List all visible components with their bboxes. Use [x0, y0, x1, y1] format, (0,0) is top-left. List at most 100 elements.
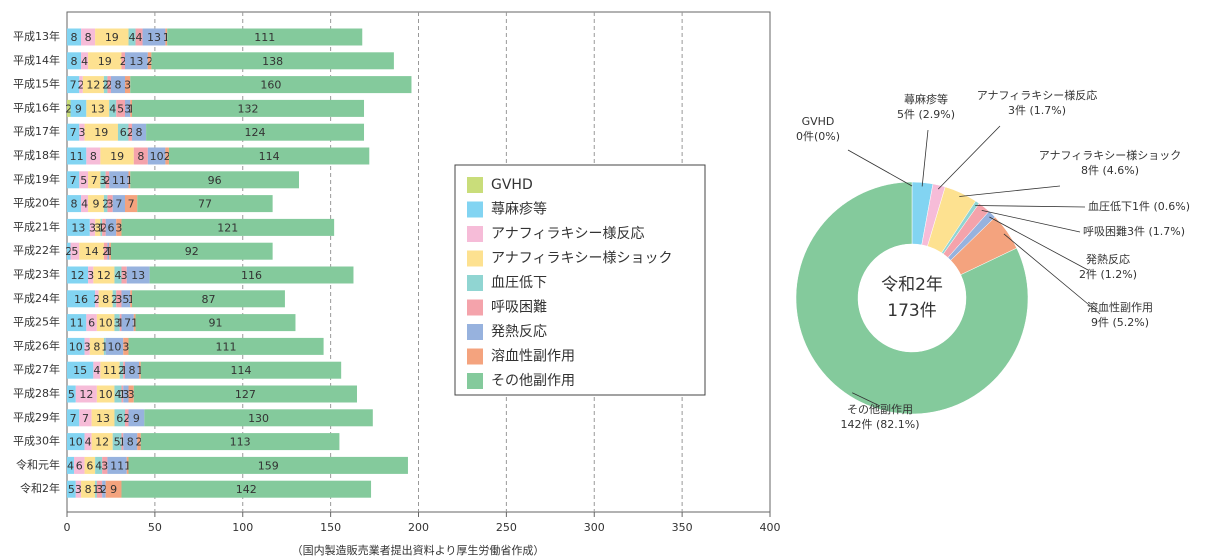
y-tick-label: 平成25年: [13, 315, 60, 329]
bar-segment: [121, 314, 134, 332]
bar-value-label: 1: [105, 245, 112, 258]
bar-value-label: 77: [198, 198, 212, 211]
y-tick-label: 平成15年: [13, 77, 60, 91]
legend-swatch: [467, 177, 483, 193]
y-tick-label: 令和2年: [20, 481, 60, 495]
bar-value-label: 8: [90, 150, 97, 163]
bar-segment: [103, 337, 106, 355]
bar-segment: [81, 480, 96, 498]
bar-segment: [133, 147, 148, 165]
x-tick-label: 100: [232, 521, 253, 534]
x-tick-label: 200: [408, 521, 429, 534]
bar-segment: [102, 218, 106, 236]
bar-value-label: 12: [79, 388, 93, 401]
bar-value-label: 2: [120, 55, 127, 68]
bar-segment: [114, 266, 122, 284]
bar-value-label: 11: [103, 364, 117, 377]
legend-swatch: [467, 226, 483, 242]
bar-segment: [128, 385, 134, 403]
bar-segment: [147, 147, 166, 165]
y-tick-label: 平成24年: [13, 291, 60, 305]
y-tick-label: 平成19年: [13, 172, 60, 186]
bar-value-label: 13: [147, 31, 161, 44]
bar-segment: [84, 456, 96, 474]
bar-value-label: 8: [93, 340, 100, 353]
y-tick-label: 平成18年: [13, 148, 60, 162]
bar-segment: [95, 28, 129, 46]
bar-segment: [109, 171, 129, 189]
bar-segment: [86, 314, 97, 332]
bar-segment: [116, 99, 125, 117]
y-tick-label: 令和元年: [16, 457, 60, 471]
bar-value-label: 124: [245, 126, 266, 139]
bar-segment: [67, 76, 80, 94]
bar-segment: [137, 433, 141, 451]
bar-value-label: 10: [69, 436, 83, 449]
slice-name: 血圧低下: [1088, 199, 1132, 213]
bar-segment: [128, 123, 133, 141]
bar-segment: [103, 242, 108, 260]
bar-segment: [140, 433, 340, 451]
bar-value-label: 3: [78, 126, 85, 139]
bar-value-label: 12: [86, 79, 100, 92]
bar-segment: [86, 99, 110, 117]
bar-value-label: 19: [94, 126, 108, 139]
leader-line: [937, 125, 1001, 190]
bar-value-label: 8: [71, 198, 78, 211]
y-tick-label: 平成16年: [13, 100, 60, 114]
bar-value-label: 5: [80, 174, 87, 187]
bar-segment: [67, 99, 71, 117]
slice-name: その他副作用: [847, 403, 913, 416]
bar-value-label: 142: [236, 483, 257, 496]
y-tick-label: 平成23年: [13, 267, 60, 281]
y-tick-label: 平成20年: [13, 196, 60, 210]
bar-segment: [123, 385, 129, 403]
bar-segment: [116, 218, 122, 236]
bar-value-label: 127: [235, 388, 256, 401]
bar-segment: [147, 52, 152, 70]
bar-value-label: 2: [146, 55, 153, 68]
bar-segment: [88, 171, 101, 189]
bar-segment: [88, 52, 122, 70]
bar-value-label: 2: [136, 436, 143, 449]
bar-value-label: 5: [122, 293, 129, 306]
legend-swatch: [467, 275, 483, 291]
bar-value-label: 13: [129, 55, 143, 68]
bar-value-label: 3: [84, 340, 91, 353]
bar-segment: [67, 195, 82, 213]
bar-segment: [67, 218, 90, 236]
bar-segment: [107, 76, 111, 94]
bar-value-label: 8: [129, 364, 136, 377]
bar-segment: [149, 266, 354, 284]
bar-value-label: 3: [114, 317, 121, 330]
bar-value-label: 5: [68, 483, 75, 496]
y-tick-label: 平成26年: [13, 338, 60, 352]
bar-value-label: 3: [101, 459, 108, 472]
slice-label: 呼吸困難3件 (1.7%): [1083, 225, 1185, 238]
bar-segment: [112, 433, 122, 451]
legend-swatch: [467, 373, 483, 389]
legend-label: その他副作用: [491, 373, 575, 389]
bar-value-label: 2: [104, 174, 111, 187]
center-total: 173件: [887, 301, 936, 321]
bar-value-label: 11: [70, 317, 84, 330]
slice-value: 3件 (1.7%): [1127, 225, 1185, 238]
bar-segment: [124, 99, 131, 117]
bar-value-label: 4: [93, 364, 100, 377]
bar-segment: [75, 480, 82, 498]
bar-value-label: 8: [71, 31, 78, 44]
bar-segment: [75, 385, 97, 403]
bar-segment: [91, 433, 113, 451]
bar-value-label: 2: [78, 79, 85, 92]
bar-value-label: 8: [114, 79, 121, 92]
y-tick-label: 平成21年: [13, 219, 60, 233]
bar-value-label: 3: [75, 483, 82, 496]
slice-name: 呼吸困難: [1083, 225, 1127, 238]
bar-value-label: 3: [87, 269, 94, 282]
bar-value-label: 5: [68, 388, 75, 401]
bar-value-label: 2: [102, 198, 109, 211]
bar-segment: [123, 433, 138, 451]
bar-value-label: 3: [121, 269, 128, 282]
bar-segment: [110, 76, 125, 94]
x-tick-label: 250: [496, 521, 517, 534]
